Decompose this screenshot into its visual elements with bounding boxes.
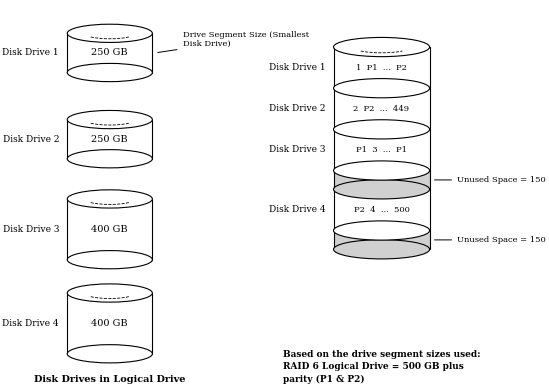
Text: Disk Drives in Logical Drive: Disk Drives in Logical Drive xyxy=(34,375,186,384)
Bar xyxy=(333,88,430,129)
Text: 2  P2  ...  449: 2 P2 ... 449 xyxy=(354,105,410,113)
Bar xyxy=(68,199,153,260)
Ellipse shape xyxy=(333,240,429,259)
Text: 250 GB: 250 GB xyxy=(92,49,128,57)
Bar xyxy=(333,230,430,249)
Bar xyxy=(333,47,430,88)
Ellipse shape xyxy=(333,180,429,199)
Text: Disk Drive 2: Disk Drive 2 xyxy=(269,104,325,113)
Ellipse shape xyxy=(333,120,429,139)
Text: 400 GB: 400 GB xyxy=(92,319,128,328)
Ellipse shape xyxy=(68,250,153,269)
Bar xyxy=(68,120,153,159)
Text: Disk Drive 1: Disk Drive 1 xyxy=(268,63,325,72)
Ellipse shape xyxy=(333,221,429,240)
Text: Disk Drive 2: Disk Drive 2 xyxy=(3,135,59,143)
Text: Drive Segment Size (Smallest
Disk Drive): Drive Segment Size (Smallest Disk Drive) xyxy=(158,31,309,53)
Text: Disk Drive 3: Disk Drive 3 xyxy=(269,145,325,154)
Ellipse shape xyxy=(68,150,153,168)
Text: P1  3  ...  P1: P1 3 ... P1 xyxy=(356,146,407,154)
Ellipse shape xyxy=(68,111,153,129)
Text: Disk Drive 1: Disk Drive 1 xyxy=(2,49,59,57)
Ellipse shape xyxy=(68,24,153,42)
Text: Disk Drive 4: Disk Drive 4 xyxy=(268,205,325,214)
Bar xyxy=(68,293,153,354)
Text: 1  P1  ...  P2: 1 P1 ... P2 xyxy=(356,64,407,72)
Text: Unused Space = 150 GB: Unused Space = 150 GB xyxy=(435,236,549,244)
Text: 400 GB: 400 GB xyxy=(92,225,128,234)
Ellipse shape xyxy=(333,79,429,98)
Bar xyxy=(68,33,153,73)
Bar xyxy=(333,171,430,189)
Text: P2  4  ...  500: P2 4 ... 500 xyxy=(354,206,410,214)
Bar xyxy=(333,189,430,230)
Text: Disk Drive 3: Disk Drive 3 xyxy=(3,225,59,234)
Text: Disk Drive 4: Disk Drive 4 xyxy=(2,319,59,328)
Ellipse shape xyxy=(68,284,153,302)
Ellipse shape xyxy=(68,64,153,82)
Ellipse shape xyxy=(68,345,153,363)
Ellipse shape xyxy=(333,161,429,180)
Bar xyxy=(333,129,430,171)
Ellipse shape xyxy=(68,190,153,208)
Text: Unused Space = 150 GB: Unused Space = 150 GB xyxy=(435,176,549,184)
Text: 250 GB: 250 GB xyxy=(92,135,128,143)
Text: Based on the drive segment sizes used:
RAID 6 Logical Drive = 500 GB plus
parity: Based on the drive segment sizes used: R… xyxy=(283,350,480,384)
Ellipse shape xyxy=(333,38,429,57)
